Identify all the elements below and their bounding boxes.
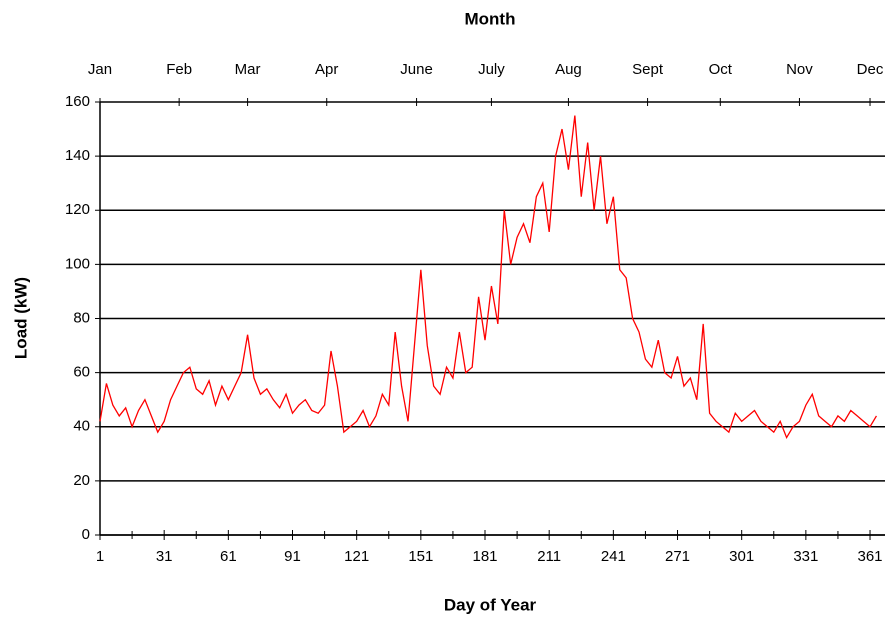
y-tick-label: 40 — [73, 418, 90, 435]
top-tick-label: June — [400, 61, 433, 78]
x-tick-label: 361 — [858, 548, 883, 565]
x-axis-title: Day of Year — [444, 595, 537, 614]
y-axis-title: Load (kW) — [11, 277, 30, 359]
data-line — [99, 115, 878, 440]
y-tick-label: 20 — [73, 472, 90, 489]
top-tick-label: Nov — [786, 61, 813, 78]
top-tick-label: Aug — [555, 61, 582, 78]
y-tick-label: 0 — [82, 526, 90, 543]
x-tick-label: 1 — [96, 548, 104, 565]
y-tick-label: 100 — [65, 255, 90, 272]
y-tick-label: 140 — [65, 147, 90, 164]
top-axis-title: Month — [465, 9, 516, 28]
x-tick-label: 151 — [408, 548, 433, 565]
x-tick-label: 301 — [729, 548, 754, 565]
x-tick-label: 271 — [665, 548, 690, 565]
x-tick-label: 61 — [220, 548, 237, 565]
top-tick-label: Oct — [709, 61, 733, 78]
top-tick-label: Dec — [857, 61, 884, 78]
x-tick-label: 331 — [793, 548, 818, 565]
x-tick-label: 121 — [344, 548, 369, 565]
top-tick-label: Feb — [166, 61, 192, 78]
top-tick-label: Jan — [88, 61, 112, 78]
x-tick-label: 91 — [284, 548, 301, 565]
y-tick-label: 120 — [65, 201, 90, 218]
x-tick-label: 181 — [472, 548, 497, 565]
y-tick-label: 80 — [73, 309, 90, 326]
x-tick-label: 31 — [156, 548, 173, 565]
y-tick-label: 60 — [73, 364, 90, 381]
top-tick-label: Sept — [632, 61, 664, 78]
x-tick-label: 211 — [537, 548, 561, 565]
top-tick-label: July — [478, 61, 505, 78]
top-tick-label: Apr — [315, 61, 338, 78]
y-tick-label: 160 — [65, 93, 90, 110]
top-tick-label: Mar — [235, 61, 261, 78]
x-tick-label: 241 — [601, 548, 626, 565]
